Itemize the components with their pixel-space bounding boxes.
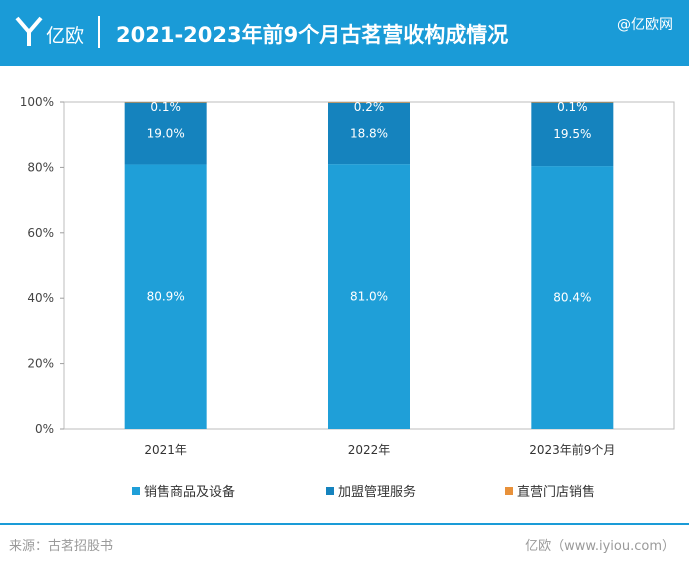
data-label: 81.0% <box>350 290 388 304</box>
data-label: 19.5% <box>553 127 591 141</box>
chart-title: 2021-2023年前9个月古茗营收构成情况 <box>116 23 509 47</box>
legend-swatch <box>326 487 334 495</box>
data-label: 0.1% <box>557 100 588 114</box>
stacked-bar-chart: 0% 20% 40% 60% 80% 100% 80.9% 19.0% 0.1% 2021年 81.… <box>20 95 675 500</box>
footer-divider <box>0 523 689 525</box>
bar-segment <box>531 102 614 103</box>
legend-label: 直营门店销售 <box>517 484 595 500</box>
y-tick-label: 80% <box>27 160 54 174</box>
x-tick-label: 2022年 <box>348 443 391 457</box>
y-tick-label: 60% <box>27 226 54 240</box>
y-tick-label: 40% <box>27 291 54 305</box>
header-bar: 亿欧 2021-2023年前9个月古茗营收构成情况 @亿欧网 <box>0 0 689 66</box>
brand-name: 亿欧 <box>46 25 85 47</box>
header-divider <box>98 16 100 48</box>
bar-segment <box>328 164 410 429</box>
bar-segment <box>124 164 207 429</box>
data-label: 19.0% <box>147 126 185 140</box>
data-label: 0.2% <box>354 100 385 114</box>
data-label: 18.8% <box>350 126 388 140</box>
legend-label: 加盟管理服务 <box>338 484 416 500</box>
source-note: 来源：古茗招股书 <box>9 539 114 554</box>
y-tick-label: 20% <box>27 357 54 371</box>
data-label: 80.4% <box>553 291 591 305</box>
site-credit: 亿欧（www.iyiou.com） <box>525 539 675 554</box>
bar-segment <box>328 102 410 165</box>
legend-swatch <box>505 487 513 495</box>
watermark: @亿欧网 <box>617 17 673 33</box>
bar-segment <box>124 102 207 103</box>
data-label: 80.9% <box>147 290 185 304</box>
x-tick-label: 2023年前9个月 <box>529 442 615 457</box>
y-tick-label: 0% <box>35 422 54 436</box>
bar-segment <box>531 166 614 429</box>
x-tick-label: 2021年 <box>144 443 187 457</box>
bar-segment <box>328 102 410 103</box>
data-label: 0.1% <box>150 100 181 114</box>
bar-segment <box>124 102 207 165</box>
y-tick-label: 100% <box>20 95 54 109</box>
legend-swatch <box>132 487 140 495</box>
bar-segment <box>531 102 614 167</box>
yiou-logo-icon <box>15 16 43 46</box>
legend-label: 销售商品及设备 <box>144 484 235 500</box>
